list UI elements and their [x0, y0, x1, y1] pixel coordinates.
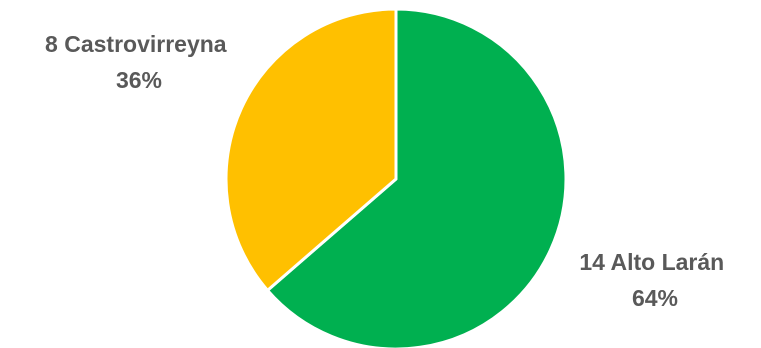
slice-label-castrovirreyna-line2: 36%: [116, 67, 162, 93]
slice-label-alto-laran: 14 Alto Larán 64%: [579, 249, 730, 311]
pie-slice-alto-lar-n: [266, 7, 568, 348]
slice-label-alto-laran-line1: 14 Alto Larán: [579, 249, 724, 275]
slice-label-alto-laran-line2: 64%: [632, 285, 678, 311]
pie-slice-castrovirreyna: [224, 7, 398, 292]
slice-label-castrovirreyna-line1: 8 Castrovirreyna: [45, 31, 227, 57]
pie-slices: [224, 7, 568, 348]
slice-label-castrovirreyna: 8 Castrovirreyna 36%: [45, 31, 233, 93]
